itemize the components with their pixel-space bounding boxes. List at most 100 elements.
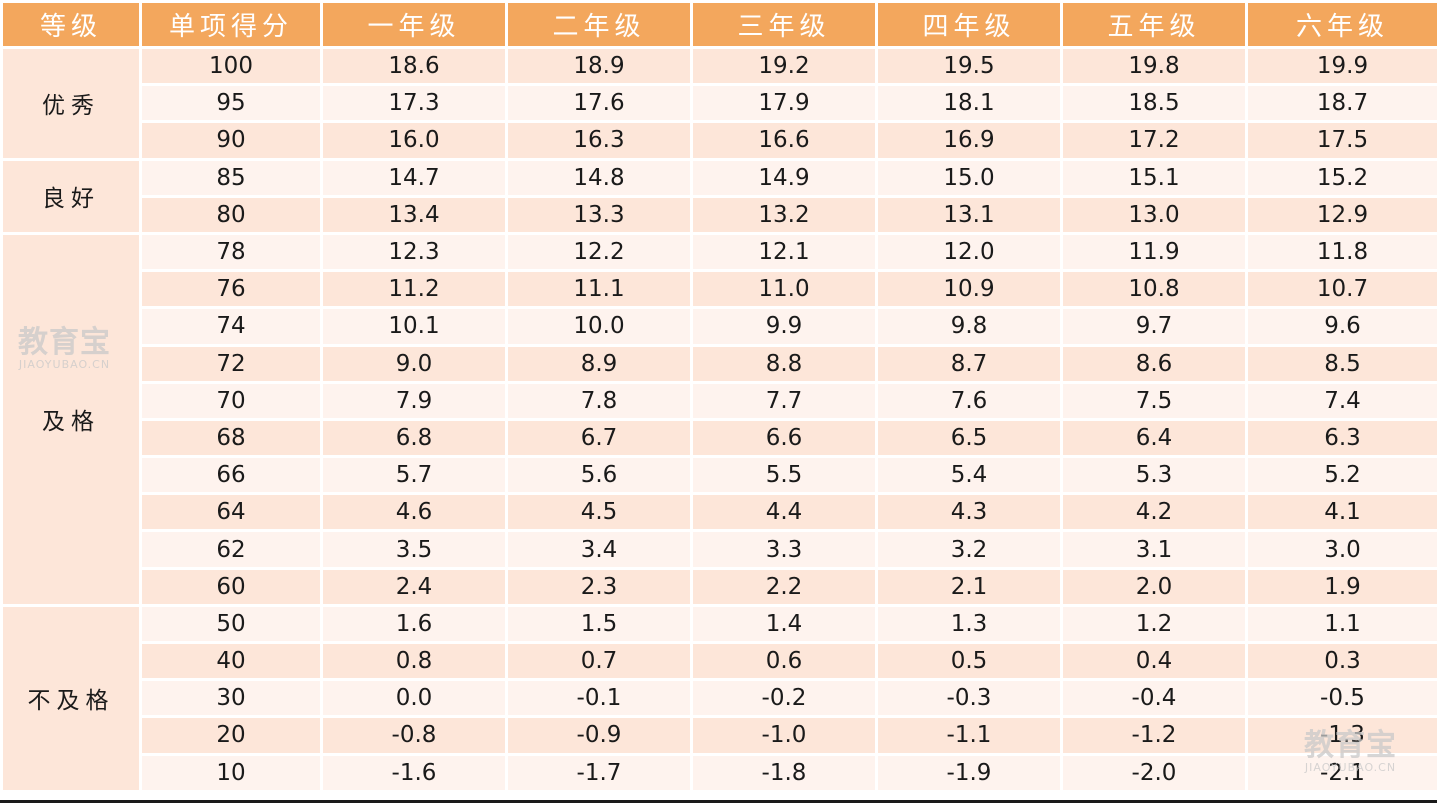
cell-score: 85 [142,160,320,195]
cell-grade-4: 19.5 [878,49,1060,84]
table-row: 90 16.0 16.3 16.6 16.9 17.2 17.5 [3,123,1437,158]
cell-grade-3: 1.4 [693,606,875,641]
cell-grade-5: 2.0 [1063,569,1245,604]
cell-grade-5: 4.2 [1063,495,1245,530]
table-row: 62 3.5 3.4 3.3 3.2 3.1 3.0 [3,532,1437,567]
cell-score: 30 [142,681,320,716]
cell-score: 64 [142,495,320,530]
cell-grade-6: -2.1 [1248,755,1437,790]
table-row: 60 2.4 2.3 2.2 2.1 2.0 1.9 [3,569,1437,604]
level-cell: 良好 [3,160,139,232]
cell-grade-4: -1.9 [878,755,1060,790]
cell-grade-5: 5.3 [1063,458,1245,493]
cell-grade-3: -1.0 [693,718,875,753]
header-grade-2: 二年级 [508,3,690,46]
table-row: 优秀 100 18.6 18.9 19.2 19.5 19.8 19.9 [3,49,1437,158]
cell-grade-4: 10.9 [878,272,1060,307]
cell-grade-2: 18.9 [508,49,690,84]
cell-grade-5: 1.2 [1063,606,1245,641]
cell-grade-6: 12.9 [1248,197,1437,232]
cell-grade-3: 9.9 [693,309,875,344]
cell-grade-6: 1.1 [1248,606,1437,641]
cell-grade-4: 15.0 [878,160,1060,195]
cell-grade-4: 4.3 [878,495,1060,530]
cell-grade-5: 11.9 [1063,234,1245,270]
cell-grade-6: 11.8 [1248,234,1437,270]
cell-grade-1: 9.0 [323,346,505,381]
cell-grade-1: 18.6 [323,49,505,84]
cell-grade-1: 13.4 [323,197,505,232]
cell-grade-6: -1.3 [1248,718,1437,753]
cell-score: 10 [142,755,320,790]
table-row: 30 0.0 -0.1 -0.2 -0.3 -0.4 -0.5 [3,681,1437,716]
cell-grade-4: 2.1 [878,569,1060,604]
header-score: 单项得分 [142,3,320,46]
cell-score: 80 [142,197,320,232]
cell-grade-2: 8.9 [508,346,690,381]
cell-grade-2: 12.2 [508,234,690,270]
cell-grade-2: 6.7 [508,420,690,456]
table-row: 80 13.4 13.3 13.2 13.1 13.0 12.9 [3,197,1437,232]
cell-grade-3: 17.9 [693,86,875,121]
cell-grade-6: 6.3 [1248,420,1437,456]
cell-score: 72 [142,346,320,381]
cell-grade-1: 3.5 [323,532,505,567]
header-row: 等级 单项得分 一年级 二年级 三年级 四年级 五年级 六年级 [3,3,1437,46]
cell-score: 76 [142,272,320,307]
cell-score: 90 [142,123,320,158]
header-grade-1: 一年级 [323,3,505,46]
cell-grade-3: 3.3 [693,532,875,567]
cell-grade-5: 8.6 [1063,346,1245,381]
cell-grade-2: 10.0 [508,309,690,344]
cell-grade-1: 17.3 [323,86,505,121]
cell-grade-2: 16.3 [508,123,690,158]
cell-grade-2: 5.6 [508,458,690,493]
cell-grade-4: 1.3 [878,606,1060,641]
cell-grade-1: 16.0 [323,123,505,158]
table-row: 74 10.1 10.0 9.9 9.8 9.7 9.6 [3,309,1437,344]
header-grade-3: 三年级 [693,3,875,46]
cell-grade-1: -0.8 [323,718,505,753]
table-row: 及格 78 12.3 12.2 12.1 12.0 11.9 11.8 [3,234,1437,604]
cell-grade-5: 13.0 [1063,197,1245,232]
cell-grade-1: 0.8 [323,644,505,679]
cell-grade-6: 3.0 [1248,532,1437,567]
cell-grade-5: 6.4 [1063,420,1245,456]
level-cell: 及格 [3,234,139,604]
cell-grade-1: 0.0 [323,681,505,716]
cell-grade-1: 12.3 [323,234,505,270]
cell-grade-5: -2.0 [1063,755,1245,790]
table-body: 优秀 100 18.6 18.9 19.2 19.5 19.8 19.9 95 17.3 17.6 1… [3,49,1437,790]
cell-grade-2: 1.5 [508,606,690,641]
cell-grade-3: 19.2 [693,49,875,84]
table-row: 72 9.0 8.9 8.8 8.7 8.6 8.5 [3,346,1437,381]
cell-grade-1: 11.2 [323,272,505,307]
cell-grade-3: 14.9 [693,160,875,195]
cell-grade-3: 11.0 [693,272,875,307]
cell-score: 50 [142,606,320,641]
cell-grade-2: -1.7 [508,755,690,790]
cell-grade-6: 8.5 [1248,346,1437,381]
cell-score: 100 [142,49,320,84]
cell-grade-6: 15.2 [1248,160,1437,195]
cell-grade-5: 19.8 [1063,49,1245,84]
cell-grade-6: 1.9 [1248,569,1437,604]
cell-grade-4: -1.1 [878,718,1060,753]
cell-grade-3: 12.1 [693,234,875,270]
cell-score: 74 [142,309,320,344]
bottom-rule [0,800,1437,803]
cell-score: 68 [142,420,320,456]
cell-grade-4: 18.1 [878,86,1060,121]
cell-grade-3: 5.5 [693,458,875,493]
cell-score: 66 [142,458,320,493]
table-row: 66 5.7 5.6 5.5 5.4 5.3 5.2 [3,458,1437,493]
cell-grade-3: 0.6 [693,644,875,679]
cell-grade-1: 7.9 [323,383,505,418]
cell-grade-1: 2.4 [323,569,505,604]
cell-grade-2: 13.3 [508,197,690,232]
cell-grade-5: 3.1 [1063,532,1245,567]
cell-grade-3: 8.8 [693,346,875,381]
cell-grade-5: 9.7 [1063,309,1245,344]
cell-grade-2: 2.3 [508,569,690,604]
